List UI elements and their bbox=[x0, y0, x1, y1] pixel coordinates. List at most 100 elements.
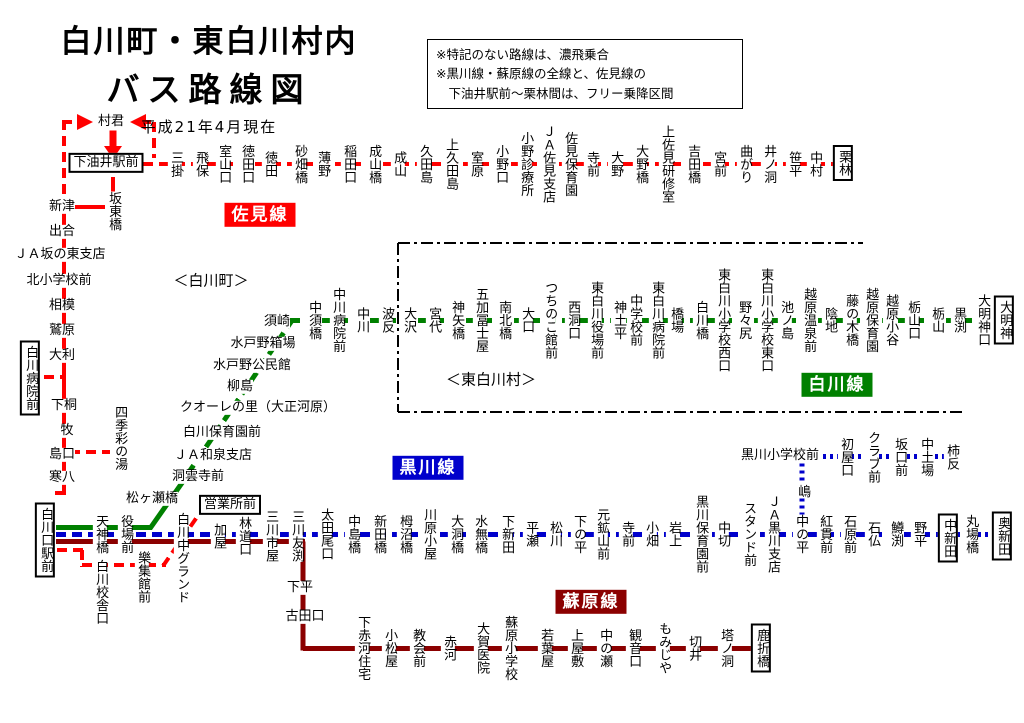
station-label: 薄野 bbox=[314, 151, 331, 177]
station-label: 三掛 bbox=[167, 151, 184, 177]
station-label: 徳田 bbox=[261, 151, 278, 177]
station-label: 吉田橋 bbox=[684, 144, 701, 184]
station-label: 東白川小学校東口 bbox=[757, 268, 774, 372]
note-line-3: 下油井駅前～栗林間は、フリー乗降区間 bbox=[436, 85, 674, 101]
sami-line-segment bbox=[82, 563, 166, 567]
station-label: 越原小谷 bbox=[882, 294, 899, 346]
station-label: 上久田島 bbox=[442, 138, 459, 190]
station-label: 林道口 bbox=[235, 516, 252, 556]
station-label: 下赤河住宅 bbox=[354, 615, 371, 681]
station-label: 坂東橋 bbox=[105, 191, 122, 231]
station-label: 太田尾口 bbox=[317, 508, 334, 560]
map-subtitle: 平成21年4月現在 bbox=[140, 118, 278, 136]
station-label: 陰地 bbox=[821, 307, 838, 333]
sami-line-segment bbox=[57, 548, 84, 552]
station-label: 平瀬 bbox=[522, 521, 539, 547]
station-label: 稲田口 bbox=[340, 144, 357, 184]
station-label: 寺前 bbox=[583, 151, 600, 177]
station-label: 大洞橋 bbox=[447, 514, 464, 554]
sohara-line-segment bbox=[303, 645, 752, 651]
station-label: 古田口 bbox=[285, 608, 325, 625]
station-label: 三川市屋 bbox=[262, 510, 279, 562]
station-label: 藤の木橋 bbox=[842, 294, 859, 346]
station-label: 東白川小学校西口 bbox=[714, 268, 731, 372]
station-label: 四季彩の湯 bbox=[111, 405, 128, 471]
station-label: 出合 bbox=[48, 223, 76, 240]
station-label: 寺前 bbox=[618, 521, 635, 547]
station-label: 佐見保育園 bbox=[561, 131, 578, 197]
station-label: 赤河 bbox=[440, 635, 457, 661]
station-label: 久田島 bbox=[416, 144, 433, 184]
station-label: 五加冨士屋 bbox=[472, 287, 489, 353]
station-label: 下の平 bbox=[570, 514, 587, 554]
station-label: 中学校前 bbox=[626, 294, 643, 346]
station-label: 宮前 bbox=[710, 151, 727, 177]
station-label: 小野診療所 bbox=[517, 131, 534, 197]
station-label: 東白川役場前 bbox=[587, 281, 604, 359]
station-label: 波反 bbox=[378, 307, 395, 333]
station-label: 越原保育園 bbox=[862, 287, 879, 353]
station-label: 大口 bbox=[518, 307, 535, 333]
kurokawa-line-segment bbox=[56, 531, 938, 537]
station-label: 中の平 bbox=[792, 514, 809, 554]
station-label: 神矢橋 bbox=[448, 300, 465, 340]
station-label: 三川友渕 bbox=[288, 510, 305, 562]
sami-line-segment bbox=[62, 205, 105, 209]
station-label: 柿反 bbox=[943, 444, 960, 470]
map-title-block: 白川町・東白川村内 バス路線図 平成21年4月現在 bbox=[24, 16, 394, 137]
station-label: 柳島 bbox=[226, 378, 254, 395]
station-label: 中土場 bbox=[917, 437, 934, 477]
station-label: 大沢 bbox=[400, 307, 417, 333]
station-label: 中川 bbox=[353, 307, 370, 333]
station-label: 石仏 bbox=[864, 521, 881, 547]
note-line-2: ※黒川線・蘇原線の全線と、佐見線の bbox=[436, 66, 646, 82]
station-label: 坂口前 bbox=[891, 437, 908, 477]
station-label: 黒川保育園前 bbox=[692, 495, 709, 573]
route-arrow-right bbox=[77, 114, 93, 130]
station-label: つちのこ館前 bbox=[541, 281, 558, 359]
station-label: 新津 bbox=[48, 198, 76, 215]
sami-line-segment bbox=[143, 162, 833, 166]
station-label: 宮代 bbox=[425, 307, 442, 333]
station-label: 成山 bbox=[390, 151, 407, 177]
station-label: 鱒渕 bbox=[887, 521, 904, 547]
station-label: 水戸野箱場 bbox=[230, 335, 296, 352]
station-label: クオーレの里（大正河原） bbox=[179, 399, 337, 416]
station-label: 大利 bbox=[48, 347, 76, 364]
station-label: 須崎 bbox=[263, 313, 291, 330]
station-label: 室山口 bbox=[215, 144, 232, 184]
sami-line-segment bbox=[70, 450, 110, 454]
station-label: 東白川病院前 bbox=[648, 281, 665, 359]
station-label: 観音口 bbox=[625, 628, 642, 668]
station-label: 中切 bbox=[714, 521, 731, 547]
route-arrow-left bbox=[130, 114, 146, 130]
terminal-station-label: 営業所前 bbox=[198, 494, 262, 516]
station-label: 役場前 bbox=[117, 514, 134, 554]
sami-line-segment bbox=[55, 491, 66, 495]
station-label: 曲がり bbox=[736, 144, 753, 184]
station-label: スタンド前 bbox=[740, 501, 757, 567]
station-label: 成山橋 bbox=[365, 144, 382, 184]
station-label: 新田橋 bbox=[370, 514, 387, 554]
station-label: 室原 bbox=[467, 151, 484, 177]
station-label: 上佐見研修室 bbox=[658, 125, 675, 203]
station-label: 丸場橋 bbox=[962, 514, 979, 554]
station-label: 南北橋 bbox=[495, 300, 512, 340]
station-label: 上屋敷 bbox=[567, 628, 584, 668]
municipal-boundary-segment bbox=[398, 242, 863, 244]
region-label: ＜東白川村＞ bbox=[445, 370, 537, 389]
station-label: 松川 bbox=[546, 521, 563, 547]
terminal-station-label: 中新田 bbox=[937, 513, 959, 563]
station-label: 栃山 bbox=[928, 307, 945, 333]
station-label: 栃山口 bbox=[904, 300, 921, 340]
terminal-station-label: 鹿折橋 bbox=[750, 623, 772, 673]
line-name-badge: 佐見線 bbox=[224, 202, 296, 228]
station-label: 紅貫前 bbox=[816, 514, 833, 554]
station-label: 黒渕 bbox=[950, 307, 967, 333]
station-label: 洞雲寺前 bbox=[171, 468, 225, 485]
station-label: 井ノ洞 bbox=[760, 144, 777, 184]
station-label: 中の瀬 bbox=[596, 628, 613, 668]
station-label: 教会前 bbox=[409, 628, 426, 668]
note-line-1: ※特記のない路線は、濃飛乗合 bbox=[436, 47, 609, 62]
